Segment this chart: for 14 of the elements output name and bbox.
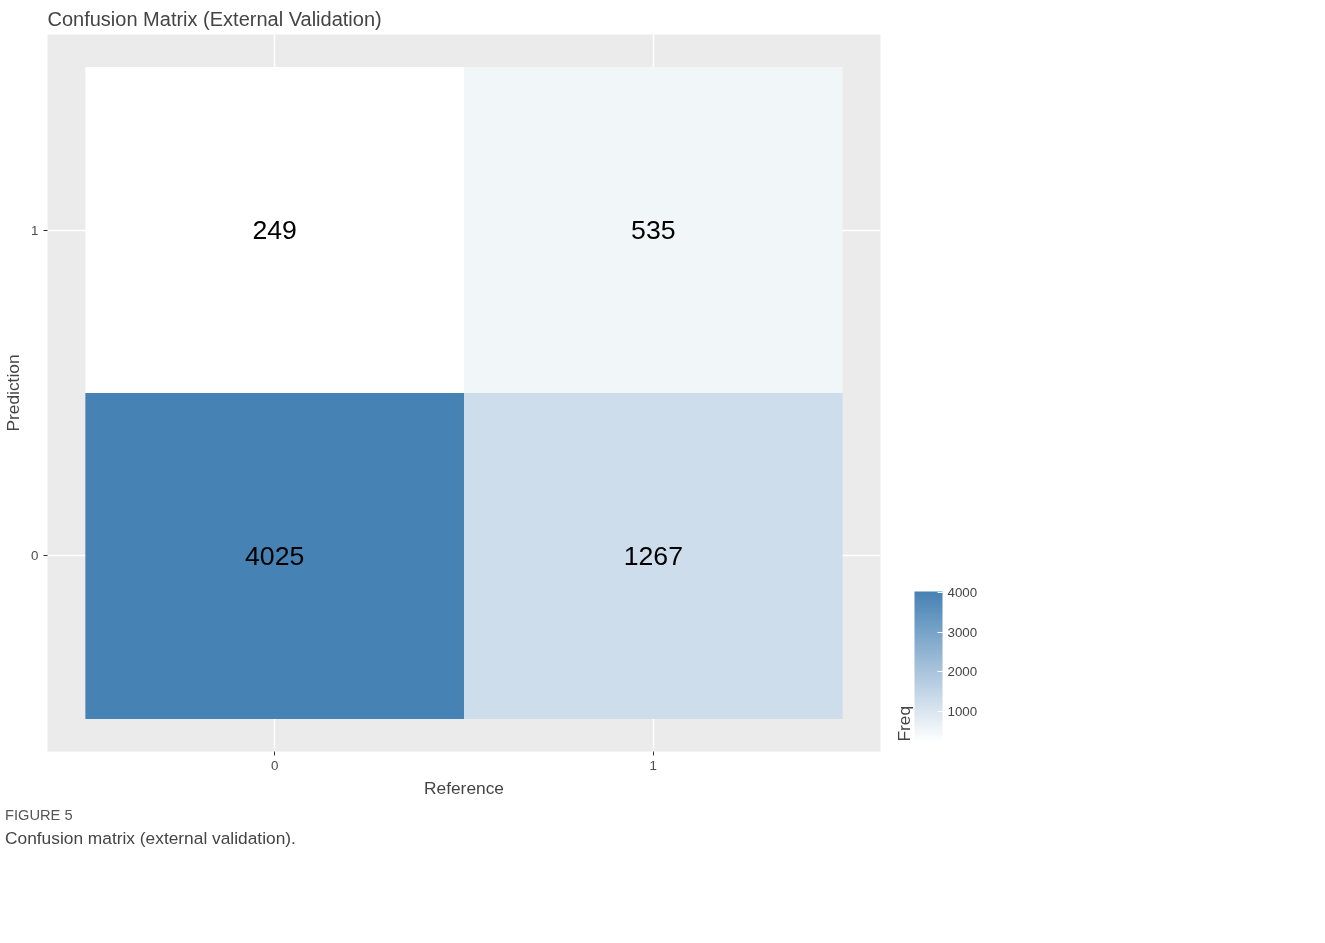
chart-title: Confusion Matrix (External Validation) [47, 7, 382, 30]
data-label: 4025 [245, 540, 305, 571]
caption: FIGURE 5 [5, 806, 74, 825]
data-label: 1267 [623, 540, 683, 571]
y-axis-title: Prediction [3, 354, 24, 432]
data-label: 249 [252, 215, 297, 246]
text: Confusion matrix (external validation). [5, 826, 296, 850]
color-bar-title: Freq [893, 705, 914, 742]
color-bar-label: 2000 [947, 664, 978, 680]
x-axis-title: Reference [424, 777, 504, 798]
color-bar-label: 1000 [947, 704, 978, 720]
color-bar-label: 3000 [947, 624, 978, 640]
data-label: 535 [631, 215, 676, 246]
color-bar-label: 4000 [947, 584, 978, 600]
